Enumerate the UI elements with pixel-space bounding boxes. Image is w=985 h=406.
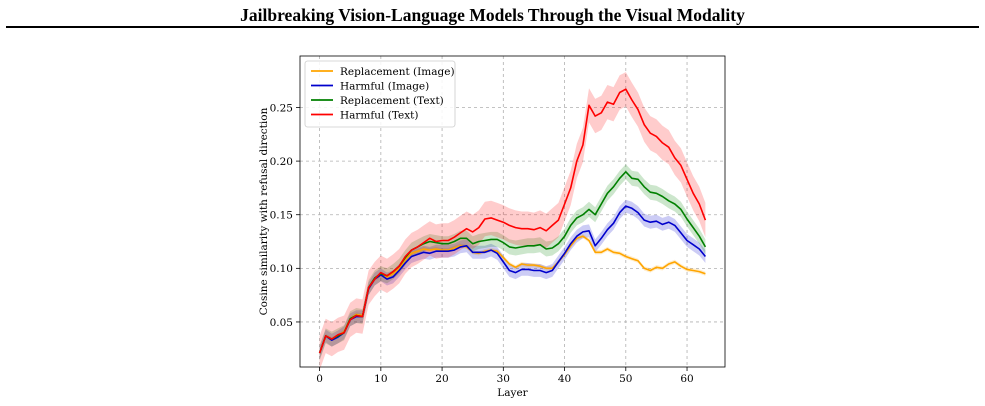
y-tick-label: 0.05 (270, 317, 293, 329)
x-tick-label: 40 (558, 373, 571, 385)
band-harmful-text (319, 72, 706, 371)
y-axis-title: Cosine similarity with refusal direction (258, 107, 270, 315)
x-axis-title: Layer (497, 387, 528, 399)
legend-label: Replacement (Image) (340, 66, 455, 78)
x-tick-label: 30 (497, 373, 510, 385)
line-harmful-text (318, 88, 707, 354)
x-tick-label: 20 (435, 373, 448, 385)
line-replacement-image (318, 235, 706, 354)
x-tick-label: 50 (619, 373, 632, 385)
series-lines (318, 88, 707, 354)
band-replacement-text (319, 164, 706, 361)
confidence-bands (319, 72, 706, 371)
plot-frame (299, 55, 726, 368)
x-tick-label: 10 (374, 373, 387, 385)
legend-label: Harmful (Image) (340, 80, 429, 92)
legend-box (304, 60, 456, 128)
line-harmful-image (318, 205, 707, 354)
legend: Replacement (Image) Harmful (Image) Replac… (304, 60, 456, 128)
y-tick-label: 0.10 (270, 263, 293, 275)
y-tick-label: 0.20 (270, 156, 293, 168)
y-tick-label: 0.15 (270, 210, 293, 222)
y-tick-label: 0.25 (270, 102, 293, 114)
legend-label: Replacement (Text) (340, 95, 444, 107)
running-title: Jailbreaking Vision-Language Models Thro… (240, 5, 745, 25)
paper-header: Jailbreaking Vision-Language Models Thro… (0, 0, 985, 30)
header-rule (6, 26, 979, 28)
x-tick-label: 60 (680, 373, 693, 385)
axis-ticks: 0 10 20 30 40 50 60 0.05 0.10 0.15 0.20 0.25 (270, 102, 694, 385)
x-tick-label: 0 (316, 373, 323, 385)
legend-label: Harmful (Text) (340, 109, 418, 121)
